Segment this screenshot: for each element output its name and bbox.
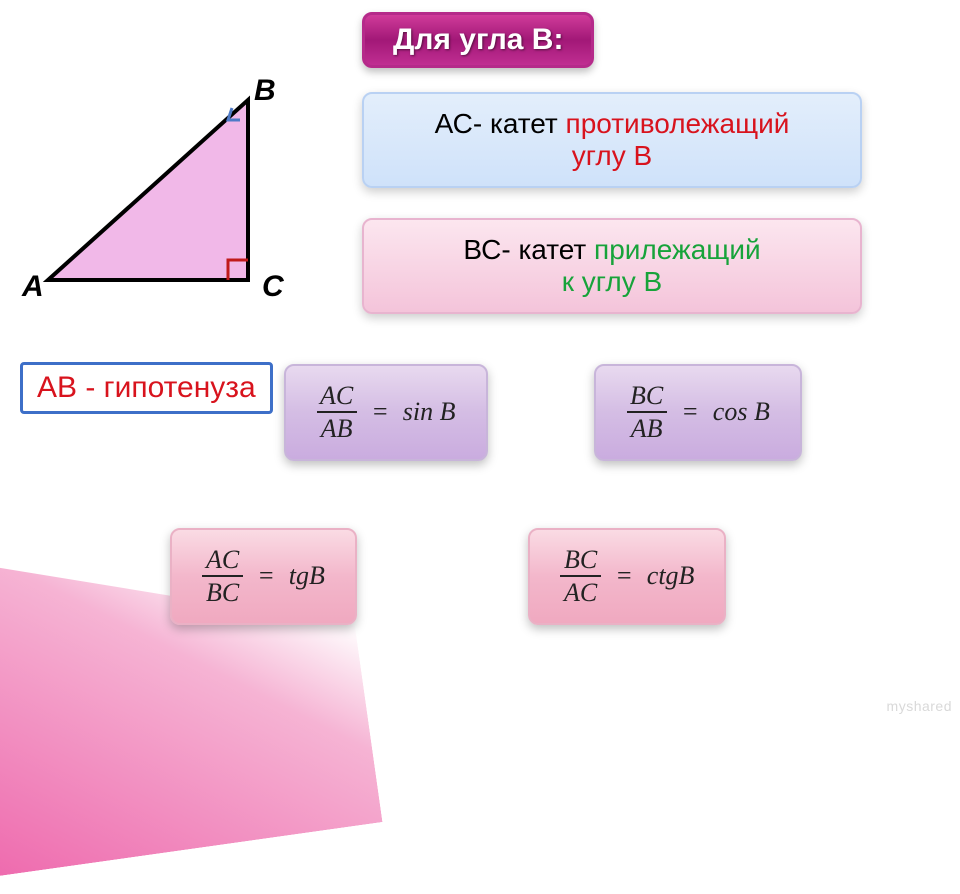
sin-numerator: AC: [316, 382, 357, 411]
formula-cos: BC AB = cos B: [594, 364, 802, 461]
vertex-b-label: В: [254, 74, 276, 108]
vertex-c-label: С: [262, 270, 284, 304]
ctg-numerator: BC: [560, 546, 601, 575]
tg-rhs: tgB: [289, 561, 325, 591]
def-ac-line2: углу В: [390, 140, 834, 172]
cos-denominator: AB: [627, 411, 667, 442]
def-ac-mid: противолежащий: [566, 108, 790, 139]
ctg-denominator: AC: [560, 575, 601, 606]
formula-sin: AC AB = sin B: [284, 364, 488, 461]
def-bc-mid: прилежащий: [594, 234, 761, 265]
tg-denominator: BC: [202, 575, 243, 606]
watermark: myshared: [887, 698, 952, 714]
cos-rhs: cos B: [713, 397, 770, 427]
definition-ac-box: АС- катет противолежащий углу В: [362, 92, 862, 188]
equals-icon: =: [253, 561, 279, 591]
sin-rhs: sin B: [403, 397, 456, 427]
slide-title: Для угла В:: [362, 12, 594, 68]
triangle-diagram: А В С: [18, 70, 338, 320]
definition-bc-box: ВС- катет прилежащий к углу В: [362, 218, 862, 314]
equals-icon: =: [611, 561, 637, 591]
tg-numerator: AC: [202, 546, 243, 575]
formula-ctg: BC AC = ctgB: [528, 528, 726, 625]
equals-icon: =: [367, 397, 393, 427]
def-ac-prefix: АС- катет: [435, 108, 566, 139]
def-bc-line2: к углу В: [390, 266, 834, 298]
sin-denominator: AB: [317, 411, 357, 442]
hypotenuse-box: АВ - гипотенуза: [20, 362, 273, 414]
def-bc-prefix: ВС- катет: [463, 234, 594, 265]
ctg-rhs: ctgB: [647, 561, 695, 591]
cos-numerator: BC: [626, 382, 667, 411]
vertex-a-label: А: [22, 270, 44, 304]
formula-tg: AC BC = tgB: [170, 528, 357, 625]
equals-icon: =: [677, 397, 703, 427]
